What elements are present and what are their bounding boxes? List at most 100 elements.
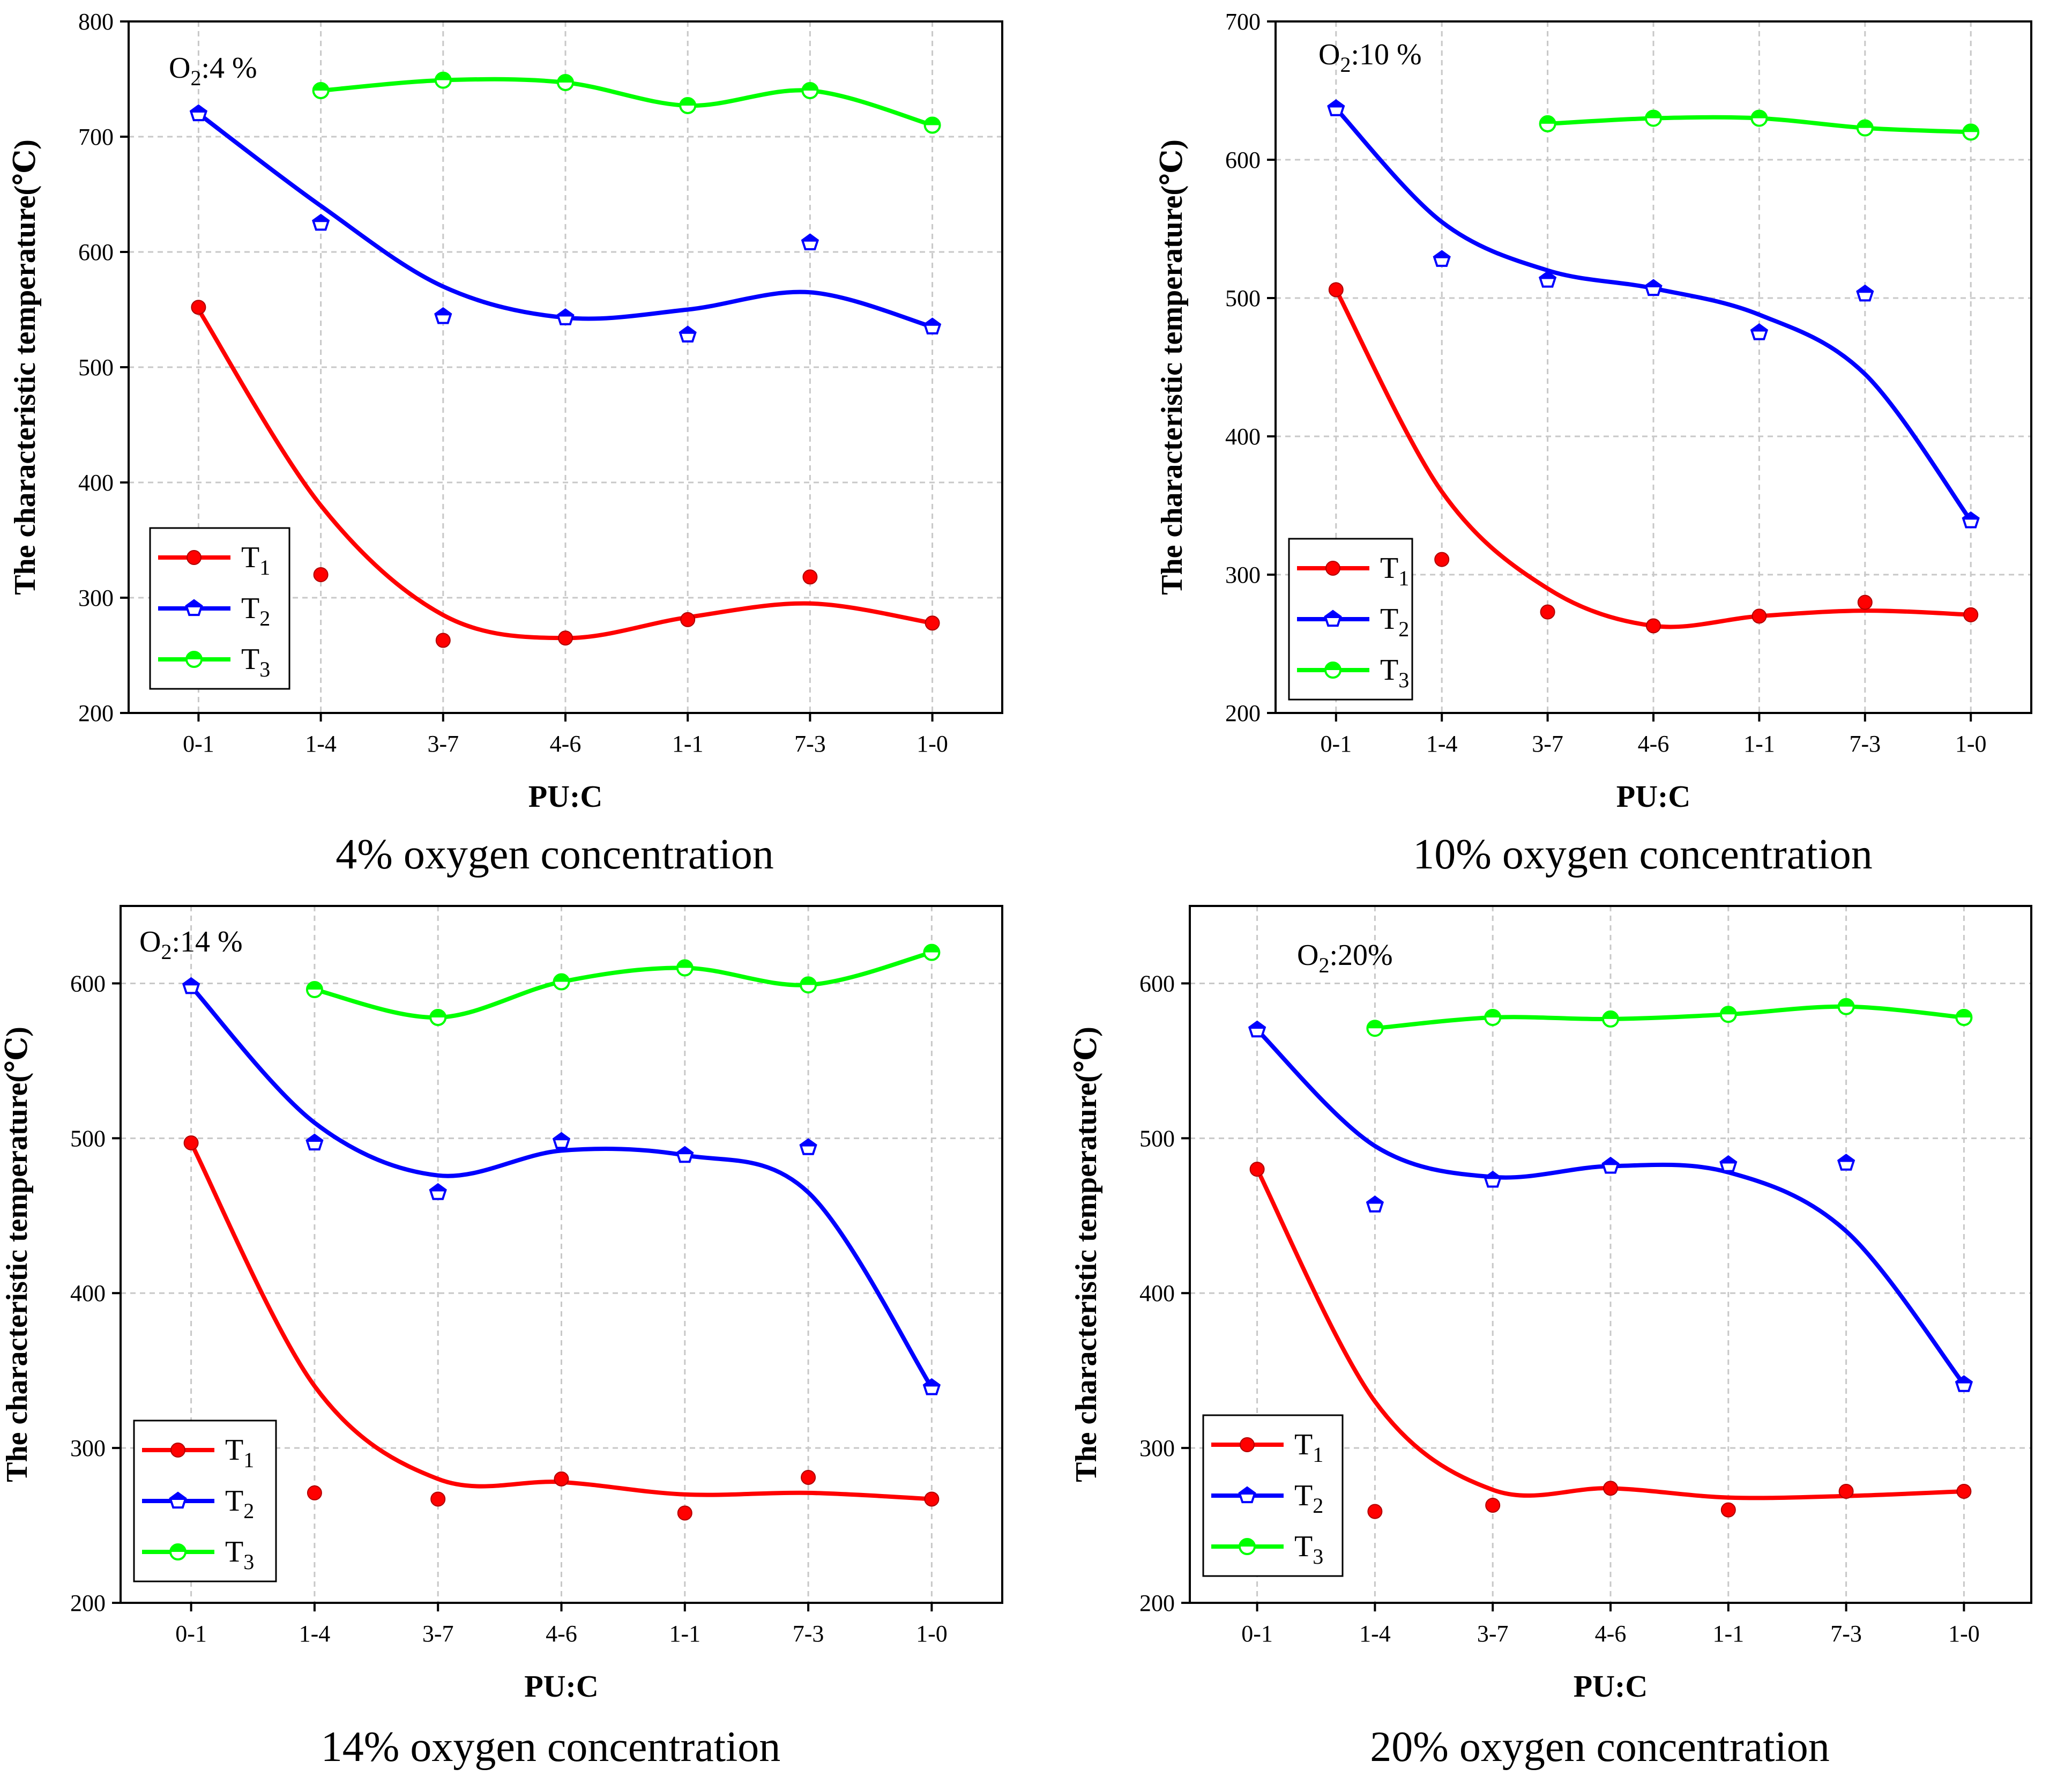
marker-half-fill [924, 945, 940, 953]
marker-pentagon-fill [1239, 1488, 1255, 1495]
data-point-T1-1-1 [1751, 608, 1767, 624]
data-point-T2-4-6 [552, 1132, 571, 1149]
marker-half-fill [1751, 110, 1767, 118]
panel-caption: 10% oxygen concentration [1413, 831, 1873, 878]
x-axis-title: PU:C [528, 779, 603, 814]
y-axis-title: The characteristic temperature(℃) [1156, 139, 1189, 595]
marker-pentagon-fill [924, 1379, 940, 1387]
data-point-T3-7-3 [801, 82, 819, 99]
x-tick-label: 1-0 [1948, 1621, 1980, 1647]
data-point-T1-0-1 [191, 300, 206, 315]
legend-marker-T1 [170, 1443, 185, 1458]
data-point-T2-3-7 [1538, 271, 1557, 288]
data-point-T3-4-6 [553, 973, 570, 991]
marker-half-fill [1485, 1010, 1501, 1017]
data-point-T2-0-1 [1248, 1020, 1266, 1038]
data-point-T1-1-4 [313, 567, 329, 582]
legend-marker-T2 [185, 599, 203, 616]
data-point-T2-3-7 [434, 307, 452, 324]
marker-pentagon-fill [1540, 272, 1555, 279]
data-point-T1-1-0 [925, 615, 940, 631]
legend-label-sub: 1 [1313, 1443, 1323, 1467]
data-point-T1-1-0 [1963, 607, 1979, 622]
data-point-T1-1-0 [1956, 1484, 1972, 1499]
marker-pentagon-fill [925, 318, 940, 326]
legend-label-T1: T1 [225, 1433, 254, 1472]
y-tick-label: 200 [1225, 700, 1261, 726]
marker-half-fill [1540, 116, 1555, 124]
data-point-T1-7-3 [801, 1470, 816, 1485]
marker-pentagon-fill [677, 1147, 693, 1155]
y-tick-label: 300 [70, 1435, 106, 1461]
x-tick-label: 3-7 [1532, 731, 1563, 757]
data-point-T1-4-6 [1646, 618, 1661, 634]
x-tick-label: 1-1 [1712, 1621, 1744, 1647]
marker-pentagon-fill [170, 1493, 186, 1500]
marker-half-fill [313, 83, 329, 91]
annotation-main: O [169, 51, 190, 85]
x-tick-label: 1-1 [1743, 731, 1775, 757]
x-tick-label: 1-4 [1426, 731, 1458, 757]
data-point-T2-0-1 [189, 104, 208, 122]
panel-caption: 4% oxygen concentration [336, 831, 774, 878]
annotation-sub: 2 [1318, 953, 1329, 977]
marker-half-fill [1367, 1021, 1383, 1029]
data-point-T3-1-0 [923, 116, 941, 134]
data-point-T2-3-7 [1484, 1170, 1502, 1188]
y-tick-label: 300 [1225, 562, 1261, 588]
data-point-T1-4-6 [554, 1471, 569, 1487]
legend-label-main: T [225, 1433, 243, 1467]
marker-pentagon-fill [1956, 1376, 1972, 1384]
series-T3-fit-line [1373, 1004, 1966, 1031]
marker-half-fill [170, 1544, 185, 1552]
data-point-T1-7-3 [1857, 594, 1873, 610]
marker-half-fill [801, 977, 816, 985]
marker-pentagon-fill [802, 234, 818, 242]
data-point-T1-3-7 [435, 633, 451, 648]
data-point-T3-1-0 [923, 943, 941, 961]
data-point-T2-1-1 [1719, 1155, 1738, 1172]
annotation-suffix: :20% [1329, 939, 1392, 972]
marker-pentagon-fill [191, 106, 206, 113]
y-tick-label: 600 [1225, 147, 1261, 173]
data-point-T3-1-0 [1962, 123, 1980, 141]
x-tick-label: 7-3 [793, 1621, 824, 1647]
marker-pentagon-fill [1645, 280, 1661, 287]
marker-pentagon-fill [1434, 251, 1450, 258]
marker-half-fill [435, 72, 451, 80]
x-tick-label: 3-7 [427, 731, 459, 757]
data-point-T2-3-7 [429, 1183, 447, 1200]
marker-half-fill [1838, 999, 1854, 1007]
legend-label-main: T [1380, 603, 1398, 636]
legend-label-main: T [225, 1484, 243, 1518]
panel-caption: 20% oxygen concentration [1370, 1723, 1830, 1771]
chart-panel-1: 200 300 400 500 600 700 800 0-1 1-4 3-7 4-6 1-1 7-3 1… [9, 9, 1003, 878]
data-point-T2-0-1 [182, 977, 200, 994]
y-tick-label: 400 [70, 1280, 106, 1306]
data-point-T3-1-1 [1719, 1006, 1737, 1023]
marker-half-fill [430, 1010, 446, 1017]
data-point-T3-4-6 [1602, 1010, 1619, 1028]
marker-pentagon-fill [1367, 1197, 1383, 1204]
data-point-T2-4-6 [1601, 1156, 1620, 1174]
data-point-T3-7-3 [1837, 998, 1855, 1015]
data-point-T2-1-4 [311, 213, 330, 231]
x-tick-label: 1-1 [672, 731, 704, 757]
legend-label-T2: T2 [241, 592, 270, 630]
x-tick-label: 0-1 [183, 731, 214, 757]
legend-label-T1: T1 [241, 541, 270, 579]
legend-label-T1: T1 [1294, 1428, 1323, 1467]
data-point-T2-1-4 [305, 1133, 324, 1151]
data-point-T2-7-3 [1837, 1154, 1855, 1171]
marker-half-fill [1325, 663, 1340, 670]
y-tick-label: 200 [78, 700, 114, 726]
marker-pentagon-fill [1328, 100, 1344, 108]
x-tick-label: 7-3 [1849, 731, 1881, 757]
x-tick-label: 0-1 [1320, 731, 1352, 757]
legend-marker-T2 [1324, 610, 1342, 627]
marker-half-fill [1956, 1010, 1972, 1017]
data-point-T3-1-0 [1955, 1009, 1973, 1026]
